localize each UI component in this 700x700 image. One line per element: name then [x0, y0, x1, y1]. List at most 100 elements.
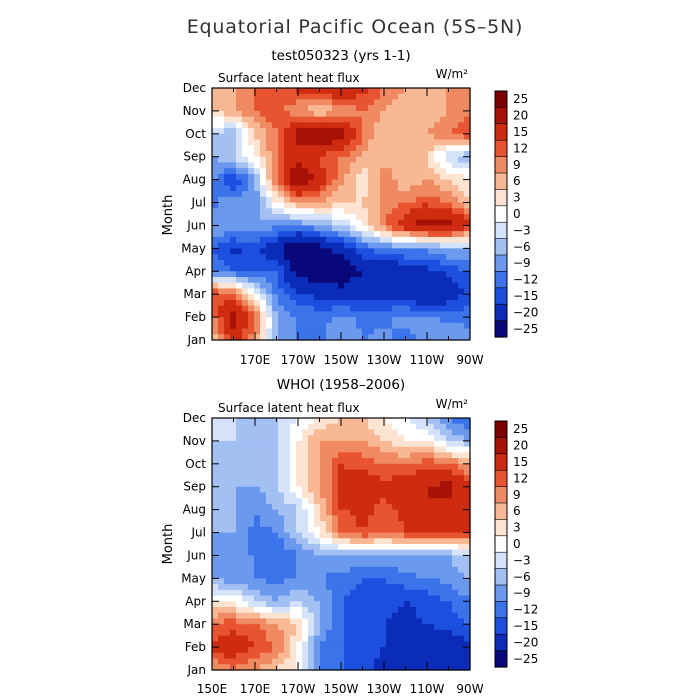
heat-cell — [446, 624, 453, 631]
heat-cell — [338, 196, 345, 204]
heat-cell — [356, 288, 363, 295]
heat-cell — [260, 151, 267, 158]
heat-cell — [332, 128, 339, 135]
heat-cell — [404, 486, 411, 494]
heat-cell — [356, 595, 363, 602]
heat-cell — [464, 469, 471, 476]
heat-cell — [380, 463, 387, 471]
heat-cell — [242, 168, 249, 175]
heat-cell — [446, 486, 453, 494]
heat-cell — [302, 259, 309, 267]
heat-cell — [242, 555, 249, 562]
heat-cell — [356, 532, 363, 539]
heat-cell — [446, 452, 453, 459]
heat-cell — [296, 492, 303, 499]
heat-cell — [248, 317, 255, 324]
heat-cell — [218, 641, 225, 648]
heat-cell — [290, 498, 297, 505]
heat-cell — [236, 566, 243, 574]
heat-cell — [380, 311, 387, 318]
heat-cell — [248, 288, 255, 295]
heat-cell — [332, 173, 339, 181]
heat-cell — [446, 578, 453, 585]
heat-cell — [332, 282, 339, 290]
heat-cell — [218, 463, 225, 471]
heat-cell — [452, 492, 459, 499]
heat-cell — [248, 110, 255, 118]
heat-cell — [464, 259, 471, 267]
heat-cell — [428, 503, 435, 511]
heat-cell — [416, 452, 423, 459]
heat-cell — [314, 282, 321, 290]
heat-cell — [224, 259, 231, 267]
y-tick-label: Apr — [185, 594, 206, 608]
heat-cell — [338, 133, 345, 141]
heat-cell — [284, 139, 291, 146]
heat-cell — [416, 509, 423, 516]
heat-cell — [446, 173, 453, 181]
heat-cell — [446, 93, 453, 101]
heat-cell — [446, 463, 453, 471]
heat-cell — [380, 658, 387, 665]
heat-cell — [320, 110, 327, 118]
heat-cell — [446, 311, 453, 318]
heat-cell — [374, 116, 381, 123]
heat-cell — [392, 618, 399, 625]
colorbar-label: −9 — [513, 586, 531, 600]
heat-cell — [266, 334, 273, 341]
heat-cell — [284, 521, 291, 528]
heat-cell — [302, 133, 309, 141]
heat-cell — [332, 156, 339, 164]
heat-cell — [296, 225, 303, 232]
heat-cell — [290, 549, 297, 557]
heat-cell — [374, 452, 381, 459]
heat-cell — [422, 595, 429, 602]
heat-cell — [464, 139, 471, 146]
heat-cell — [284, 156, 291, 164]
heat-cell — [374, 486, 381, 494]
heat-cell — [362, 139, 369, 146]
heat-cell — [350, 440, 357, 448]
heat-cell — [428, 544, 435, 551]
heat-cell — [296, 532, 303, 539]
heat-cell — [398, 93, 405, 101]
heat-cell — [464, 116, 471, 123]
heat-cell — [242, 219, 249, 227]
heat-cell — [242, 282, 249, 290]
heat-cell — [344, 618, 351, 625]
heat-cell — [374, 492, 381, 499]
heat-cell — [266, 532, 273, 539]
heat-cell — [248, 105, 255, 112]
heat-cell — [452, 595, 459, 602]
heat-cell — [296, 515, 303, 522]
heat-cell — [314, 641, 321, 648]
heat-cell — [380, 652, 387, 660]
heat-cell — [362, 88, 369, 95]
heat-cell — [452, 538, 459, 545]
heatmap-observed — [212, 418, 471, 671]
heat-cell — [344, 481, 351, 488]
heat-cell — [212, 509, 219, 516]
heat-cell — [332, 532, 339, 539]
heat-cell — [218, 277, 225, 284]
heat-cell — [416, 641, 423, 648]
heat-cell — [296, 88, 303, 95]
heat-cell — [344, 446, 351, 453]
heat-cell — [314, 105, 321, 112]
heat-cell — [362, 652, 369, 660]
heat-cell — [224, 578, 231, 585]
heat-cell — [368, 248, 375, 255]
heat-cell — [356, 110, 363, 118]
heat-cell — [428, 116, 435, 123]
heat-cell — [230, 624, 237, 631]
heat-cell — [314, 311, 321, 318]
heat-cell — [326, 208, 333, 215]
heat-cell — [446, 214, 453, 221]
heat-cell — [236, 168, 243, 175]
heat-cell — [410, 515, 417, 522]
heat-cell — [344, 185, 351, 192]
heat-cell — [272, 242, 279, 249]
heat-cell — [218, 271, 225, 278]
heat-cell — [254, 122, 261, 129]
heat-cell — [392, 202, 399, 209]
